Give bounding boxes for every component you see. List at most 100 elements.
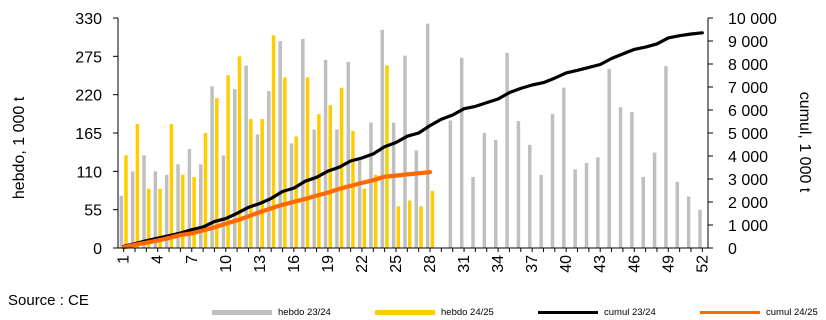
x-tick-label: 28 bbox=[422, 255, 439, 273]
bar-hebdo-23-24 bbox=[562, 87, 566, 249]
bar-hebdo-23-24 bbox=[596, 157, 600, 248]
bar-hebdo-23-24 bbox=[550, 114, 555, 248]
bar-hebdo-24-25 bbox=[169, 123, 174, 248]
bar-hebdo-24-25 bbox=[249, 119, 253, 248]
bar-hebdo-24-25 bbox=[305, 77, 310, 248]
legend-item-cumul-23-24: cumul 23/24 bbox=[538, 305, 656, 319]
bar-hebdo-23-24 bbox=[493, 139, 498, 248]
y-left-tick-label: 330 bbox=[75, 11, 102, 28]
legend-label: cumul 24/25 bbox=[766, 306, 818, 318]
bar-hebdo-23-24 bbox=[289, 143, 294, 248]
bar-hebdo-23-24 bbox=[312, 129, 316, 248]
bar-hebdo-23-24 bbox=[130, 171, 135, 248]
x-tick-label: 31 bbox=[456, 255, 473, 273]
x-tick-label: 13 bbox=[252, 255, 269, 273]
bar-hebdo-23-24 bbox=[153, 171, 158, 248]
bar-hebdo-24-25 bbox=[215, 98, 219, 248]
bar-hebdo-24-25 bbox=[146, 188, 151, 248]
legend-item-hebdo-24-25: hebdo 24/25 bbox=[375, 305, 494, 319]
y-left-tick-label: 55 bbox=[84, 203, 102, 220]
x-tick-label: 46 bbox=[626, 255, 643, 273]
bars-layer bbox=[119, 23, 702, 249]
legend-swatch bbox=[538, 310, 598, 314]
bar-hebdo-23-24 bbox=[210, 86, 214, 248]
bar-hebdo-23-24 bbox=[142, 155, 146, 248]
bar-hebdo-23-24 bbox=[380, 29, 385, 249]
y-axis-right-label: cumul, 1 000 t bbox=[796, 92, 813, 193]
bar-hebdo-23-24 bbox=[630, 112, 634, 248]
line-cumul-24-25 bbox=[121, 170, 433, 250]
x-tick-label: 4 bbox=[150, 255, 167, 264]
y-left-tick-label: 165 bbox=[75, 126, 102, 143]
bar-hebdo-23-24 bbox=[516, 121, 521, 248]
bar-hebdo-24-25 bbox=[294, 136, 298, 248]
bar-hebdo-23-24 bbox=[505, 52, 509, 249]
bar-hebdo-24-25 bbox=[328, 105, 333, 248]
x-tick-label: 10 bbox=[218, 255, 235, 273]
y-left-tick-label: 0 bbox=[93, 241, 102, 258]
bar-hebdo-23-24 bbox=[119, 195, 124, 248]
x-tick-label: 19 bbox=[320, 255, 337, 273]
x-tick-label: 49 bbox=[660, 255, 677, 273]
y-right-tick-label: 8 000 bbox=[728, 57, 768, 74]
x-tick-label: 22 bbox=[354, 255, 371, 273]
y-axis-left-label: hebdo, 1 000 t bbox=[11, 96, 28, 199]
bar-hebdo-23-24 bbox=[618, 107, 623, 248]
y-right-tick-label: 9 000 bbox=[728, 34, 768, 51]
y-right-tick-label: 7 000 bbox=[728, 80, 768, 97]
bar-hebdo-23-24 bbox=[528, 144, 532, 248]
legend-label: hebdo 23/24 bbox=[278, 306, 331, 318]
legend-item-cumul-24-25: cumul 24/25 bbox=[700, 305, 818, 319]
bar-hebdo-23-24 bbox=[278, 41, 282, 248]
legend-swatch bbox=[700, 310, 760, 314]
x-tick-label: 37 bbox=[524, 255, 541, 273]
bar-hebdo-24-25 bbox=[135, 123, 140, 248]
x-tick-label: 1 bbox=[116, 255, 133, 264]
bar-hebdo-23-24 bbox=[323, 59, 328, 249]
bar-hebdo-24-25 bbox=[373, 174, 378, 248]
bar-hebdo-23-24 bbox=[369, 122, 373, 248]
bar-hebdo-24-25 bbox=[419, 206, 423, 248]
line-cumul-23-24 bbox=[122, 31, 704, 248]
x-tick-label: 7 bbox=[184, 255, 201, 264]
bar-hebdo-24-25 bbox=[271, 35, 276, 249]
bar-hebdo-24-25 bbox=[192, 176, 196, 248]
bar-hebdo-24-25 bbox=[362, 188, 367, 248]
bar-hebdo-23-24 bbox=[391, 122, 396, 248]
bar-hebdo-23-24 bbox=[539, 174, 543, 248]
bar-hebdo-23-24 bbox=[176, 164, 180, 248]
bar-hebdo-23-24 bbox=[425, 23, 430, 248]
bar-hebdo-23-24 bbox=[357, 157, 362, 248]
y-left-tick-label: 275 bbox=[75, 49, 102, 66]
bar-hebdo-24-25 bbox=[317, 114, 321, 248]
bar-hebdo-24-25 bbox=[203, 133, 208, 248]
y-right-tick-label: 2 000 bbox=[728, 195, 768, 212]
x-tick-label: 16 bbox=[286, 255, 303, 273]
bar-hebdo-24-25 bbox=[407, 200, 412, 248]
y-right-tick-label: 5 000 bbox=[728, 126, 768, 143]
bar-hebdo-23-24 bbox=[221, 155, 226, 248]
bar-hebdo-23-24 bbox=[482, 133, 487, 248]
y-right-tick-label: 1 000 bbox=[728, 218, 768, 235]
bar-hebdo-24-25 bbox=[260, 119, 264, 248]
bar-hebdo-24-25 bbox=[339, 87, 344, 249]
bar-hebdo-24-25 bbox=[226, 75, 230, 248]
bar-hebdo-23-24 bbox=[573, 169, 577, 248]
x-tick-label: 43 bbox=[592, 255, 609, 273]
bar-hebdo-23-24 bbox=[698, 209, 702, 248]
bar-hebdo-24-25 bbox=[124, 155, 128, 248]
bar-hebdo-23-24 bbox=[686, 196, 691, 248]
bar-hebdo-24-25 bbox=[237, 56, 242, 249]
y-right-tick-label: 0 bbox=[728, 241, 737, 258]
legend-label: cumul 23/24 bbox=[604, 306, 656, 318]
bar-hebdo-23-24 bbox=[448, 120, 453, 248]
y-right-tick-label: 10 000 bbox=[728, 11, 777, 28]
bar-hebdo-23-24 bbox=[403, 55, 407, 248]
x-tick-label: 40 bbox=[558, 255, 575, 273]
bar-hebdo-23-24 bbox=[664, 66, 668, 248]
bar-hebdo-23-24 bbox=[198, 164, 203, 248]
bar-hebdo-23-24 bbox=[675, 181, 680, 248]
bar-hebdo-23-24 bbox=[267, 91, 271, 248]
